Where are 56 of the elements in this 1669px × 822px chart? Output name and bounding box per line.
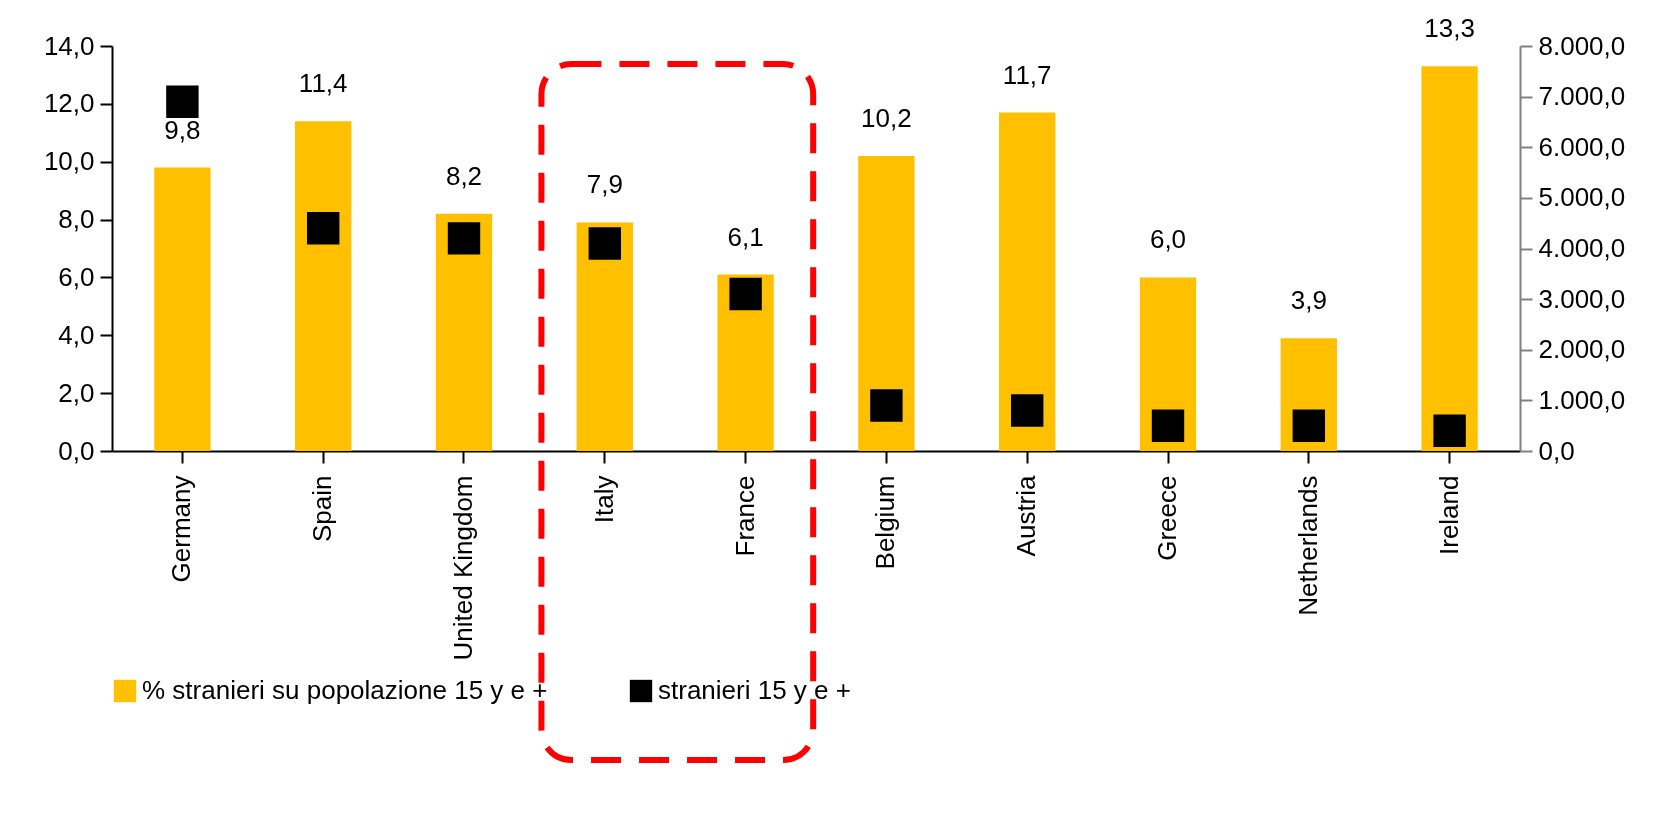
point: [1011, 394, 1044, 427]
x-tick-label: Greece: [1152, 475, 1182, 561]
data-label: 13,3: [1424, 13, 1475, 44]
bar: [1421, 66, 1478, 451]
y-tick-label: 14,0: [43, 30, 95, 61]
x-tick-label: Spain: [307, 475, 338, 542]
y-tick-label: 6,0: [58, 261, 95, 292]
point: [588, 227, 621, 260]
point: [729, 277, 762, 311]
y2-tick-label: 0,0: [1538, 435, 1575, 466]
point: [447, 222, 481, 255]
data-label: 11,7: [1002, 59, 1052, 90]
data-label: 11,4: [298, 68, 348, 99]
y2-tick-label: 6.000,0: [1538, 131, 1626, 162]
x-tick-label: Ireland: [1433, 475, 1464, 555]
bar: [435, 213, 493, 451]
y2-tick-label: 8.000,0: [1538, 30, 1626, 61]
data-label: 9,8: [164, 114, 201, 145]
data-label: 6,0: [1149, 224, 1187, 255]
y-tick-label: 10,0: [43, 146, 95, 177]
y-tick-label: 8,0: [58, 204, 95, 235]
bar: [858, 155, 915, 451]
x-tick-label: Belgium: [870, 475, 901, 570]
x-tick-label: Italy: [588, 475, 619, 524]
bar: [295, 121, 352, 451]
y2-tick-label: 5.000,0: [1538, 182, 1626, 213]
point: [1292, 409, 1325, 442]
y2-tick-label: 4.000,0: [1538, 233, 1626, 263]
data-label: 10,2: [861, 102, 912, 133]
x-tick-label: Austria: [1011, 474, 1042, 557]
data-label: 6,1: [727, 221, 764, 252]
point: [1151, 409, 1185, 442]
y-tick-label: 2,0: [58, 377, 95, 408]
point: [870, 389, 903, 422]
x-tick-label: France: [729, 475, 760, 557]
y-tick-label: 4,0: [58, 319, 95, 350]
y2-tick-label: 2.000,0: [1538, 334, 1626, 365]
data-label: 3,9: [1290, 285, 1327, 316]
x-tick-label: Netherlands: [1292, 475, 1323, 616]
legend-label: stranieri 15 y e +: [658, 675, 851, 705]
bar: [154, 167, 211, 451]
point: [307, 212, 340, 245]
x-tick-label: United Kingdom: [448, 475, 478, 661]
point: [166, 85, 199, 118]
x-tick-label: Germany: [166, 475, 197, 583]
y-tick-label: 12,0: [43, 88, 95, 119]
y2-tick-label: 3.000,0: [1538, 283, 1626, 314]
y2-tick-label: 7.000,0: [1538, 81, 1626, 112]
legend-label: % stranieri su popolazione 15 y e +: [142, 675, 548, 705]
point: [1433, 414, 1466, 447]
bar: [576, 222, 633, 451]
data-label: 7,9: [586, 169, 623, 200]
data-label: 8,2: [445, 160, 483, 191]
y2-tick-label: 1.000,0: [1538, 384, 1626, 415]
bar: [999, 112, 1056, 451]
y-tick-label: 0,0: [58, 435, 95, 466]
